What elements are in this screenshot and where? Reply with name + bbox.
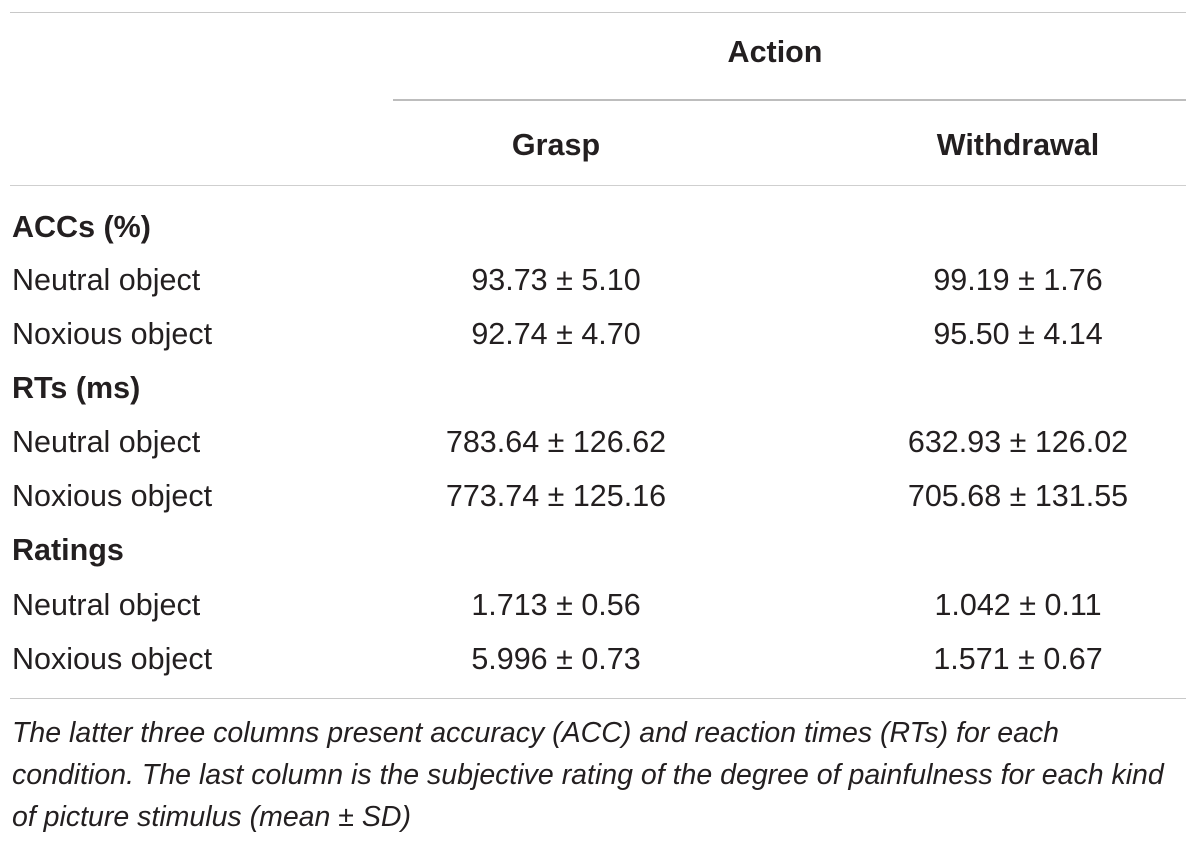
withdrawal-value: 1.042 ± 0.11 [934, 588, 1102, 622]
section-title-ratings: Ratings [12, 533, 124, 567]
row-label: Neutral object [12, 588, 201, 622]
section-title-accs: ACCs (%) [12, 210, 151, 244]
grasp-value: 5.996 ± 0.73 [471, 642, 641, 676]
table-top-rule [10, 12, 1186, 13]
row-label: Neutral object [12, 425, 201, 459]
grasp-value: 773.74 ± 125.16 [445, 479, 667, 513]
action-header-rule [393, 99, 1186, 101]
grasp-value: 93.73 ± 5.10 [471, 263, 641, 297]
grasp-column-header: Grasp [511, 128, 601, 162]
grasp-value: 1.713 ± 0.56 [471, 588, 641, 622]
withdrawal-column-header: Withdrawal [936, 128, 1100, 162]
row-label: Neutral object [12, 263, 201, 297]
withdrawal-value: 95.50 ± 4.14 [933, 317, 1103, 351]
withdrawal-value: 632.93 ± 126.02 [907, 425, 1129, 459]
withdrawal-value: 1.571 ± 0.67 [933, 642, 1103, 676]
row-label: Noxious object [12, 317, 213, 351]
row-label: Noxious object [12, 642, 213, 676]
action-group-header: Action [727, 35, 823, 69]
withdrawal-value: 705.68 ± 131.55 [907, 479, 1129, 513]
row-label: Noxious object [12, 479, 213, 513]
section-title-rts: RTs (ms) [12, 371, 141, 405]
header-bottom-rule [10, 185, 1186, 186]
grasp-value: 783.64 ± 126.62 [445, 425, 667, 459]
grasp-value: 92.74 ± 4.70 [471, 317, 641, 351]
table-caption: The latter three columns present accurac… [12, 717, 1164, 833]
withdrawal-value: 99.19 ± 1.76 [933, 263, 1103, 297]
table-bottom-rule [10, 698, 1186, 699]
